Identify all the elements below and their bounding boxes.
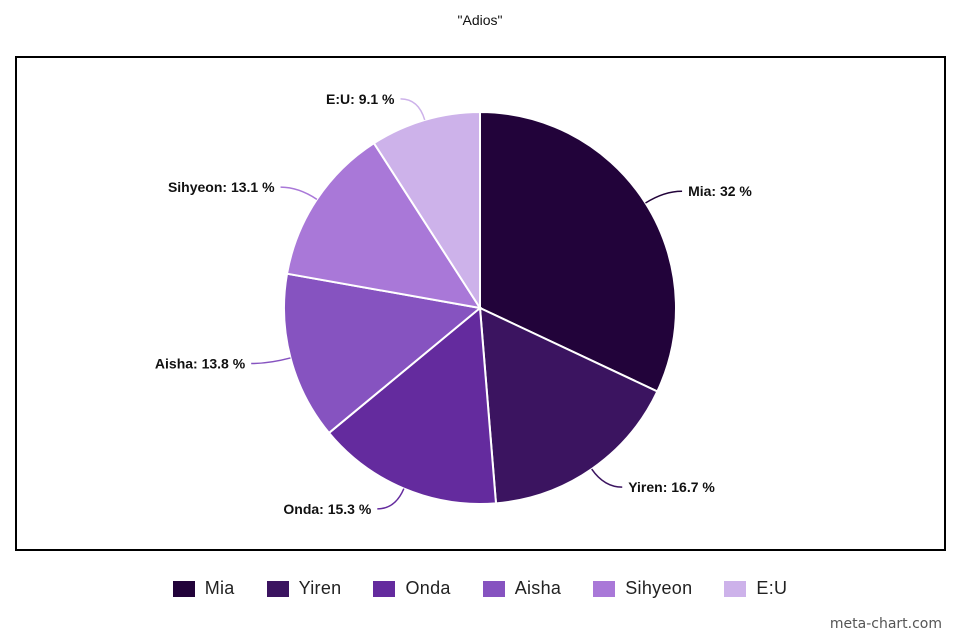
legend-item-yiren: Yiren <box>266 578 342 599</box>
slice-label-yiren: Yiren: 16.7 % <box>628 479 715 495</box>
legend-swatch <box>373 580 396 597</box>
legend-item-mia: Mia <box>172 578 235 599</box>
pie-slice-mia <box>479 110 677 393</box>
pie-slices <box>283 110 677 505</box>
chart-title: "Adios" <box>457 12 503 28</box>
leader-line-e-u <box>400 98 426 121</box>
slice-label-aisha: Aisha: 13.8 % <box>155 356 246 372</box>
leader-line-mia <box>645 190 683 204</box>
legend-swatch <box>172 580 195 597</box>
slice-labels: Mia: 32 % Yiren: 16.7 % Onda: 15.3 % Aisha:… <box>155 91 752 517</box>
legend-item-aisha: Aisha <box>482 578 562 599</box>
slice-label-sihyeon: Sihyeon: 13.1 % <box>168 179 275 195</box>
pie-slice-onda <box>327 306 498 505</box>
pie-slice-aisha <box>283 272 483 435</box>
leader-line-yiren <box>591 468 623 488</box>
legend-swatch <box>482 580 505 597</box>
legend-label: Aisha <box>514 578 562 598</box>
legend-swatch <box>724 580 747 597</box>
slice-label-e-u: E:U: 9.1 % <box>326 91 395 107</box>
slice-label-onda: Onda: 15.3 % <box>283 501 371 517</box>
leader-lines <box>251 98 683 510</box>
leader-line-aisha <box>251 357 291 365</box>
legend-label: Sihyeon <box>625 578 693 598</box>
leader-line-sihyeon <box>280 186 318 200</box>
legend-swatch <box>593 580 616 597</box>
legend-swatch <box>266 580 289 597</box>
legend-label: Yiren <box>298 578 342 598</box>
slice-label-mia: Mia: 32 % <box>688 183 752 199</box>
legend-item-sihyeon: Sihyeon <box>593 578 692 599</box>
legend-label: Mia <box>204 578 235 598</box>
watermark: meta-chart.com <box>829 616 942 632</box>
legend-item-e-u: E:U <box>724 578 787 599</box>
legend-item-onda: Onda <box>373 578 450 599</box>
leader-line-onda <box>377 488 405 510</box>
legend: Mia Yiren Onda Aisha Sihyeon E:U <box>0 578 960 599</box>
legend-label: E:U <box>756 578 788 598</box>
legend-label: Onda <box>405 578 451 598</box>
